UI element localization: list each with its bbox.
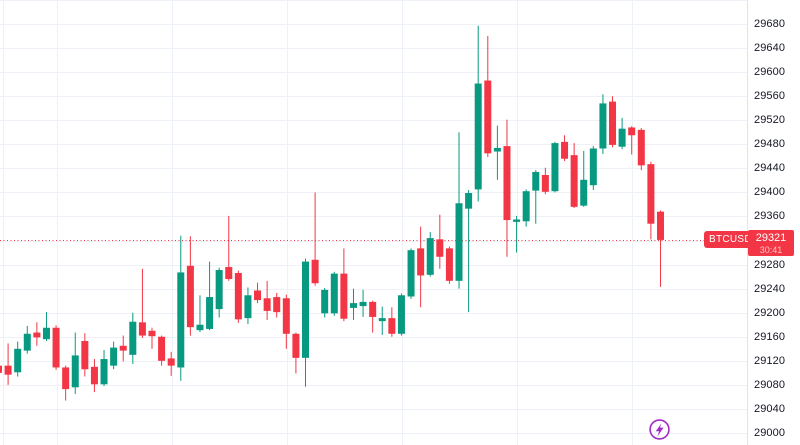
candle-body bbox=[158, 336, 166, 361]
candle-body bbox=[349, 303, 357, 308]
candle-body bbox=[522, 191, 530, 222]
candle-body bbox=[273, 297, 281, 313]
price-tick-label: 29120 bbox=[754, 354, 786, 367]
candle-body bbox=[647, 164, 655, 224]
candle-body bbox=[474, 83, 482, 190]
candle-body bbox=[14, 348, 22, 373]
candle-body bbox=[186, 265, 194, 328]
candle-body bbox=[42, 327, 50, 340]
candle-body bbox=[503, 146, 511, 221]
candle-body bbox=[561, 141, 569, 159]
candle-body bbox=[119, 345, 127, 351]
candle-body bbox=[129, 321, 137, 355]
price-tick-label: 29040 bbox=[754, 402, 786, 415]
candle-body bbox=[215, 270, 223, 310]
candle-body bbox=[426, 238, 434, 275]
candle-body bbox=[206, 297, 214, 329]
bar-countdown-timer: 30:41 bbox=[759, 245, 783, 256]
lightning-bolt-glyph bbox=[655, 423, 664, 437]
candle-body bbox=[589, 148, 597, 186]
candle-body bbox=[359, 301, 367, 307]
candle-body bbox=[599, 103, 607, 149]
candle-body bbox=[0, 365, 2, 373]
candle-body bbox=[263, 298, 271, 311]
candle-body bbox=[388, 318, 396, 334]
candle-body bbox=[33, 332, 41, 338]
price-axis[interactable]: 29680 29640 29600 29560 29520 29480 29440 29400… bbox=[747, 0, 800, 445]
candle-body bbox=[321, 289, 329, 314]
candle-body bbox=[465, 193, 473, 209]
candle-body bbox=[532, 171, 540, 191]
last-price-value: 29321 bbox=[755, 232, 787, 245]
price-tick-label: 29000 bbox=[754, 427, 786, 440]
candle-body bbox=[445, 248, 453, 281]
candle-body bbox=[618, 128, 626, 147]
candle-body bbox=[52, 327, 60, 368]
candle-body bbox=[23, 333, 31, 351]
price-tick-label: 29360 bbox=[754, 210, 786, 223]
candle-body bbox=[282, 298, 290, 334]
price-tick-label: 29520 bbox=[754, 114, 786, 127]
candle-body bbox=[254, 290, 262, 301]
last-price-flag: 29321 30:41 bbox=[748, 230, 794, 257]
candle-body bbox=[100, 359, 108, 385]
candle-body bbox=[4, 365, 12, 375]
price-tick-label: 29160 bbox=[754, 330, 786, 343]
candle-body bbox=[196, 324, 204, 331]
candle-body bbox=[407, 250, 415, 297]
candle-body bbox=[369, 301, 377, 317]
price-tick-label: 29240 bbox=[754, 282, 786, 295]
candle-body bbox=[551, 143, 559, 192]
price-tick-label: 29280 bbox=[754, 258, 786, 271]
price-tick-label: 29480 bbox=[754, 138, 786, 151]
candle-body bbox=[628, 127, 636, 136]
candle-body bbox=[71, 355, 79, 388]
candle-body bbox=[580, 179, 588, 206]
price-tick-label: 29600 bbox=[754, 66, 786, 79]
candle-body bbox=[302, 261, 310, 358]
candle-body bbox=[609, 101, 617, 145]
lightning-icon[interactable] bbox=[649, 419, 670, 440]
candle-body bbox=[484, 80, 492, 154]
candle-body bbox=[81, 340, 89, 370]
price-tick-label: 29640 bbox=[754, 42, 786, 55]
candle-body bbox=[417, 248, 425, 276]
candle-body bbox=[244, 295, 252, 319]
candle-body bbox=[110, 347, 118, 366]
candle-body bbox=[167, 358, 175, 366]
candle-body bbox=[656, 211, 664, 240]
candle-body bbox=[138, 322, 146, 336]
price-tick-label: 29680 bbox=[754, 18, 786, 30]
candle-body bbox=[234, 273, 242, 320]
candle-body bbox=[570, 155, 578, 207]
candle-body bbox=[378, 318, 386, 322]
candle-body bbox=[330, 273, 338, 314]
candle-body bbox=[311, 259, 319, 284]
candle-body bbox=[513, 219, 521, 222]
candle-body bbox=[225, 267, 233, 280]
candle-body bbox=[177, 272, 185, 368]
candle-body bbox=[436, 239, 444, 257]
candle-body bbox=[62, 367, 70, 390]
price-tick-label: 29560 bbox=[754, 90, 786, 103]
candle-body bbox=[541, 174, 549, 192]
candle-body bbox=[90, 366, 98, 385]
candle-body bbox=[292, 333, 300, 358]
candle-body bbox=[397, 295, 405, 334]
price-tick-label: 29440 bbox=[754, 162, 786, 175]
price-tick-label: 29080 bbox=[754, 378, 786, 391]
symbol-price-flag: BTCUSD bbox=[704, 231, 757, 249]
candle-body bbox=[637, 129, 645, 166]
candle-body bbox=[455, 203, 463, 281]
candle-body bbox=[493, 147, 501, 152]
candle-body bbox=[148, 330, 156, 337]
candle-body bbox=[340, 273, 348, 319]
price-tick-label: 29200 bbox=[754, 306, 786, 319]
price-tick-label: 29400 bbox=[754, 186, 786, 199]
